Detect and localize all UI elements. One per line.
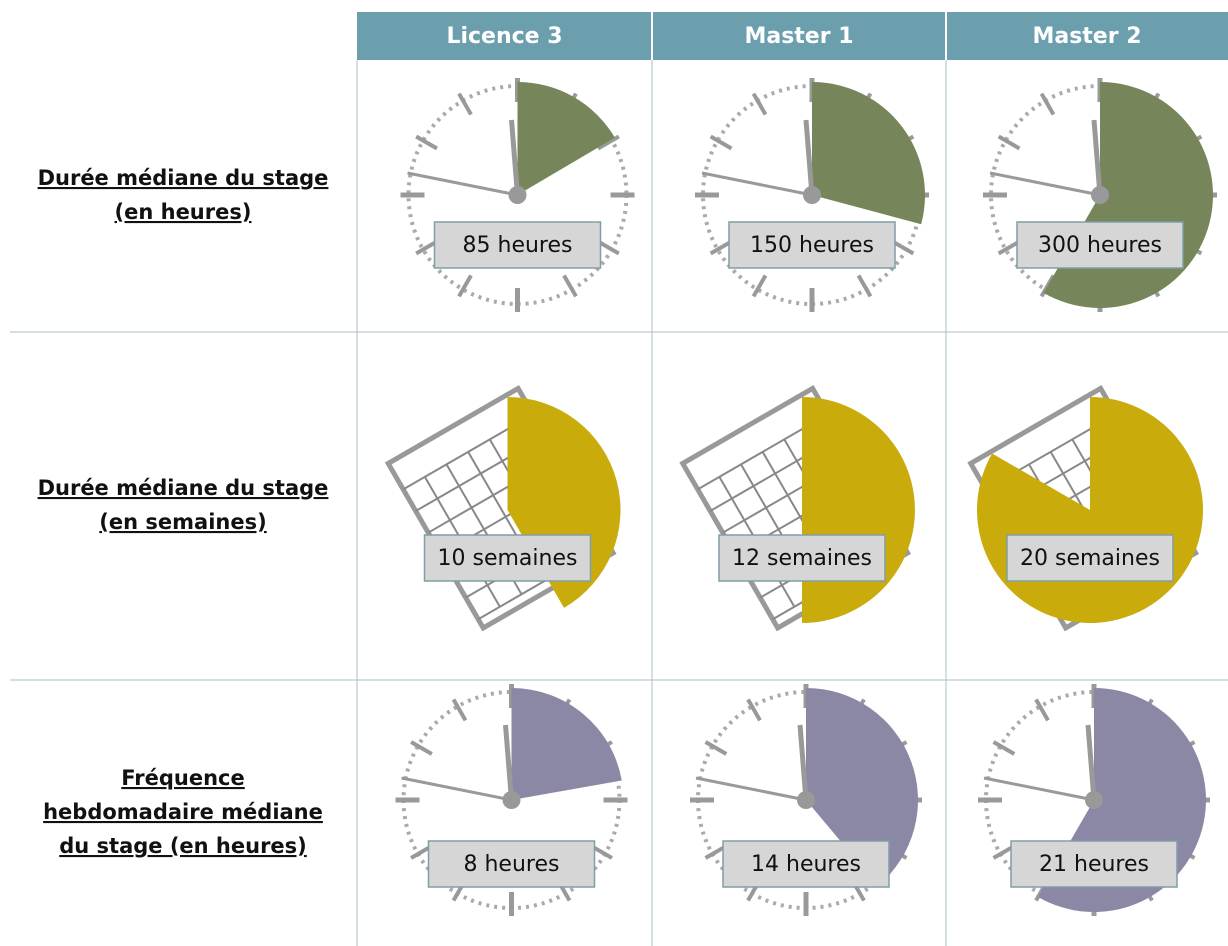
hour-hand <box>407 171 518 197</box>
header-band <box>357 12 1228 60</box>
value-box <box>423 534 592 582</box>
clock-tick <box>597 134 620 151</box>
value-box <box>1016 221 1184 269</box>
wedge <box>812 82 925 225</box>
column-header: Master 1 <box>744 24 853 49</box>
column-header: Master 2 <box>1032 24 1141 49</box>
value-box <box>1006 534 1174 582</box>
clock-tick <box>751 274 768 298</box>
minute-hand <box>509 119 520 196</box>
row-label: du stage (en heures) <box>59 834 307 858</box>
minute-hand <box>797 724 809 801</box>
wedge <box>511 688 622 800</box>
hour-hand <box>401 776 512 802</box>
column-header: Licence 3 <box>446 24 562 49</box>
clock-tick <box>457 274 473 298</box>
clock-tick <box>451 698 468 722</box>
row-label: (en heures) <box>115 200 252 224</box>
clock-center <box>797 791 815 809</box>
clock-tick <box>410 740 433 756</box>
wedge <box>1043 82 1213 308</box>
clock-tick <box>746 698 762 722</box>
clock-tick <box>751 92 768 116</box>
minute-hand <box>1085 724 1097 801</box>
value-label: 12 semaines <box>732 546 872 571</box>
value-label: 300 heures <box>1038 233 1162 258</box>
minute-hand <box>1091 119 1103 196</box>
row-label: Durée médiane du stage <box>38 476 329 500</box>
clock-center <box>1085 791 1103 809</box>
clock-tick <box>709 134 733 151</box>
clock-tick <box>856 274 873 298</box>
value-label: 150 heures <box>750 233 874 258</box>
hour-hand <box>989 171 1101 197</box>
row-label: hebdomadaire médiane <box>43 800 323 824</box>
value-label: 85 heures <box>463 233 573 258</box>
value-label: 21 heures <box>1039 852 1149 877</box>
clock-tick <box>457 92 473 116</box>
clock-center <box>1091 186 1109 204</box>
value-box <box>427 840 596 888</box>
wedge <box>802 397 915 623</box>
hour-hand <box>701 171 813 197</box>
value-box <box>1010 840 1178 888</box>
row-label: (en semaines) <box>99 510 266 534</box>
minute-hand <box>503 724 514 801</box>
value-box <box>728 221 896 269</box>
clock-tick <box>997 239 1021 256</box>
clock-center <box>803 186 821 204</box>
row-label: Durée médiane du stage <box>38 166 329 190</box>
clock-center <box>508 186 527 204</box>
clock-tick <box>709 239 733 256</box>
value-label: 14 heures <box>751 852 861 877</box>
clock-tick <box>415 239 438 256</box>
clock-tick <box>704 740 728 756</box>
wedge <box>976 397 1203 623</box>
clock-tick <box>415 134 438 151</box>
minute-hand <box>803 119 815 196</box>
value-label: 10 semaines <box>438 546 578 571</box>
clock-tick <box>562 274 578 298</box>
value-box <box>722 840 890 888</box>
value-box <box>718 534 886 582</box>
clock-tick <box>992 740 1016 756</box>
clock-tick <box>997 134 1021 151</box>
clock-tick <box>891 239 915 256</box>
clock-center <box>502 791 521 809</box>
value-label: 8 heures <box>464 852 560 877</box>
clock-tick <box>1034 698 1050 722</box>
hour-hand <box>983 776 1095 802</box>
value-label: 20 semaines <box>1020 546 1160 571</box>
hour-hand <box>695 776 807 802</box>
wedge <box>806 688 919 886</box>
clock-tick <box>597 239 620 256</box>
clock-tick <box>1039 92 1056 116</box>
value-box <box>433 221 602 269</box>
wedge <box>517 82 615 195</box>
row-label: Fréquence <box>121 766 244 790</box>
